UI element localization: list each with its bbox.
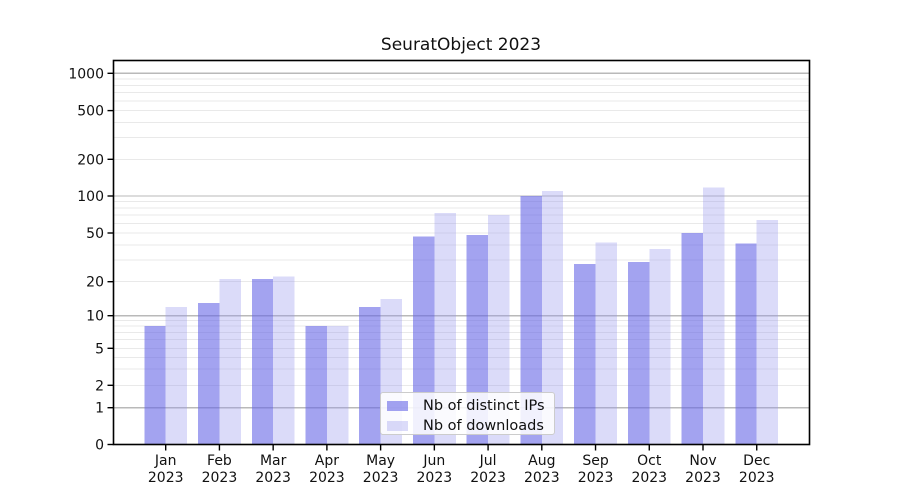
x-tick-label-year: 2023	[524, 470, 560, 486]
bar-distinct-ips	[305, 326, 327, 445]
bar-downloads	[541, 190, 564, 445]
legend-label-downloads: Nb of downloads	[423, 418, 544, 434]
y-tick-label: 500	[77, 104, 104, 120]
x-tick-label-month: Aug	[528, 453, 555, 469]
y-tick-label: 20	[86, 275, 104, 291]
bar-distinct-ips	[520, 196, 542, 445]
x-tick-label-year: 2023	[578, 470, 614, 486]
x-tick-label-year: 2023	[685, 470, 721, 486]
y-tick-label: 5	[95, 341, 104, 357]
axis-spine	[112, 59, 811, 446]
bar-downloads	[649, 249, 671, 445]
y-tick-label: 200	[77, 152, 104, 168]
x-tick-label-month: Mar	[260, 453, 287, 469]
bar-distinct-ips	[681, 233, 703, 445]
bar-downloads	[756, 219, 779, 445]
x-tick-label-month: Apr	[315, 453, 339, 469]
bar-distinct-ips	[359, 306, 381, 445]
x-tick-label-month: Sep	[582, 453, 609, 469]
x-tick-label-year: 2023	[417, 470, 453, 486]
legend-swatch-downloads-icon	[387, 421, 408, 431]
bar-downloads	[273, 276, 295, 445]
bar-downloads	[219, 279, 241, 445]
y-tick-label: 50	[86, 226, 104, 242]
legend-swatch-distinct-ips-icon	[387, 401, 408, 411]
x-tick-label-month: Oct	[637, 453, 662, 469]
bar-distinct-ips	[198, 302, 220, 445]
bar-distinct-ips	[144, 326, 166, 445]
chart-title: SeuratObject 2023	[380, 35, 542, 55]
x-tick-label-year: 2023	[739, 470, 775, 486]
x-tick-label-month: Jan	[154, 453, 177, 469]
bar-distinct-ips	[735, 243, 757, 445]
bar-downloads	[326, 326, 349, 445]
bar-downloads	[595, 242, 617, 445]
x-tick-label-month: Nov	[689, 453, 716, 469]
legend-item-downloads: Nb of downloads	[387, 417, 545, 435]
x-tick-label-month: Jun	[422, 453, 445, 469]
x-tick-label-year: 2023	[148, 470, 184, 486]
y-tick-label: 100	[77, 189, 104, 205]
x-tick-label-year: 2023	[363, 470, 399, 486]
bar-downloads	[165, 306, 188, 445]
legend-item-distinct-ips: Nb of distinct IPs	[387, 397, 545, 415]
bar-downloads	[488, 215, 510, 445]
x-tick-label-year: 2023	[309, 470, 345, 486]
y-tick-label: 1	[95, 401, 104, 417]
x-tick-label-month: May	[366, 453, 395, 469]
y-tick-label: 1000	[68, 66, 104, 82]
chart-legend: Nb of distinct IPs Nb of downloads	[380, 392, 555, 435]
x-tick-label-month: Dec	[743, 453, 770, 469]
bar-downloads	[434, 212, 456, 445]
y-tick-label: 2	[95, 378, 104, 394]
y-tick-label: 10	[86, 309, 104, 325]
bar-distinct-ips	[627, 261, 650, 445]
y-tick-label: 0	[95, 438, 104, 454]
legend-label-distinct-ips: Nb of distinct IPs	[423, 398, 545, 414]
bar-distinct-ips	[251, 279, 274, 445]
bar-distinct-ips	[574, 263, 596, 445]
x-tick-label-month: Feb	[207, 453, 232, 469]
x-tick-label-year: 2023	[631, 470, 667, 486]
x-tick-label-year: 2023	[255, 470, 291, 486]
x-tick-label-year: 2023	[202, 470, 238, 486]
x-tick-label-month: Jul	[479, 453, 497, 469]
x-tick-label-year: 2023	[470, 470, 506, 486]
bar-downloads	[703, 187, 725, 445]
